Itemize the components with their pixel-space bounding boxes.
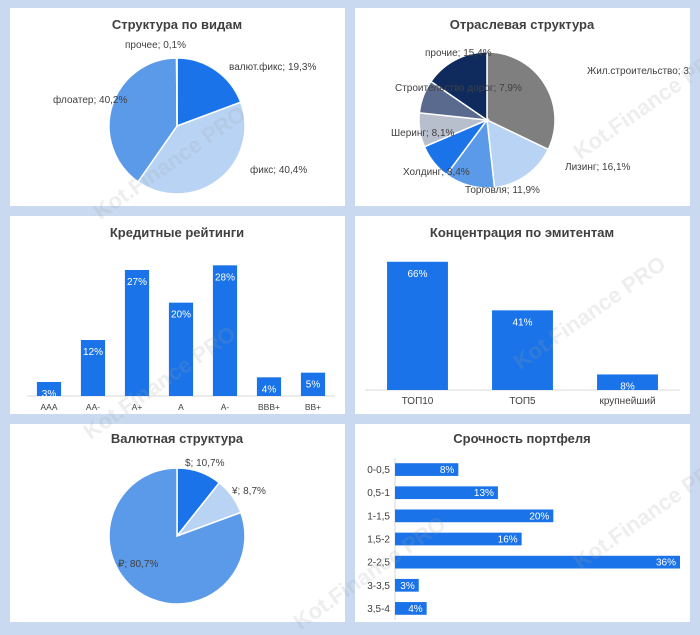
- bar-value-label: 36%: [656, 558, 676, 569]
- chart-credit-ratings: Кредитные рейтинги 3% AAA 12% AA- 27% A+ 20% A 2…: [10, 216, 345, 414]
- bar-value-label: 66%: [407, 269, 427, 280]
- chart-structure-by-type: Структура по видам валют.фикс; 19,3% фик…: [10, 8, 345, 206]
- bar-value-label: 4%: [408, 604, 423, 615]
- bar-value-label: 28%: [215, 272, 235, 283]
- slice-label-trade: Торговля; 11,9%: [465, 185, 540, 196]
- category-label: A: [178, 402, 184, 412]
- chart-title: Валютная структура: [111, 431, 244, 446]
- bar-value-label: 27%: [127, 277, 147, 288]
- bar-value-label: 5%: [306, 380, 321, 391]
- chart-title: Структура по видам: [112, 17, 242, 32]
- panel-sector-structure: Отраслевая структура Жил.строительство; …: [355, 8, 690, 206]
- chart-title: Срочность портфеля: [453, 431, 591, 446]
- category-label: AA-: [86, 402, 100, 412]
- chart-title: Кредитные рейтинги: [110, 225, 244, 240]
- bar-value-label: 3%: [42, 389, 57, 400]
- chart-portfolio-maturity: Срочность портфеля 8% 0-0,5 13% 0,5-1 20% 1-1…: [355, 424, 690, 622]
- bar-value-label: 4%: [262, 384, 277, 395]
- panel-structure-by-type: Структура по видам валют.фикс; 19,3% фик…: [10, 8, 345, 206]
- bar-value-label: 20%: [529, 511, 549, 522]
- category-label: ТОП5: [509, 396, 536, 407]
- category-label: 0-0,5: [367, 465, 390, 476]
- category-label: 1-1,5: [367, 511, 390, 522]
- bar-A-: [213, 265, 237, 396]
- panel-credit-ratings: Кредитные рейтинги 3% AAA 12% AA- 27% A+ 20% A 2…: [10, 216, 345, 414]
- chart-title: Отраслевая структура: [450, 17, 595, 32]
- bar-value-label: 8%: [440, 465, 455, 476]
- panel-portfolio-maturity: Срочность портфеля 8% 0-0,5 13% 0,5-1 20% 1-1…: [355, 424, 690, 622]
- slice-label-sharing: Шеринг; 8,1%: [391, 128, 455, 139]
- category-label: A+: [132, 402, 143, 412]
- panel-currency-structure: Валютная структура $; 10,7% ¥; 8,7% ₽; 8…: [10, 424, 345, 622]
- category-label: A-: [221, 402, 230, 412]
- category-label: 0,5-1: [367, 488, 390, 499]
- bar-value-label: 41%: [512, 317, 532, 328]
- bar-ТОП10: [387, 262, 448, 390]
- slice-label-housing: Жил.строительство; 32,1%: [587, 66, 690, 77]
- slice-label-fixed: фикс; 40,4%: [250, 164, 307, 176]
- category-label: BBB+: [258, 402, 280, 412]
- chart-issuer-concentration: Концентрация по эмитентам 66% ТОП10 41% ТОП…: [355, 216, 690, 414]
- category-label: 2-2,5: [367, 558, 390, 569]
- category-label: крупнейший: [599, 396, 655, 407]
- panel-issuer-concentration: Концентрация по эмитентам 66% ТОП10 41% ТОП…: [355, 216, 690, 414]
- bar-value-label: 20%: [171, 310, 191, 321]
- slice-label-leasing: Лизинг; 16,1%: [565, 162, 631, 173]
- category-label: 3,5-4: [367, 604, 390, 615]
- category-label: 1,5-2: [367, 535, 390, 546]
- bar-value-label: 13%: [474, 488, 494, 499]
- bar-value-label: 3%: [400, 581, 415, 592]
- bar-value-label: 12%: [83, 347, 103, 358]
- slice-label-cny: ¥; 8,7%: [231, 486, 266, 497]
- bar-A+: [125, 270, 149, 396]
- bar-value-label: 8%: [620, 381, 635, 392]
- chart-sector-structure: Отраслевая структура Жил.строительство; …: [355, 8, 690, 206]
- slice-label-roads: Строительство дорог; 7,9%: [395, 83, 522, 94]
- category-label: BB+: [305, 402, 321, 412]
- slice-label-usd: $; 10,7%: [185, 458, 225, 469]
- chart-currency-structure: Валютная структура $; 10,7% ¥; 8,7% ₽; 8…: [10, 424, 345, 622]
- category-label: ТОП10: [402, 396, 434, 407]
- bar-value-label: 16%: [498, 535, 518, 546]
- slice-label-other: прочее; 0,1%: [125, 40, 186, 51]
- slice-label-floater: флоатер; 40,2%: [53, 94, 127, 106]
- category-label: 3-3,5: [367, 581, 390, 592]
- category-label: AAA: [40, 402, 57, 412]
- bar-2-2,5: [395, 556, 680, 569]
- slice-label-rub: ₽; 80,7%: [118, 559, 158, 570]
- slice-label-fx-fixed: валют.фикс; 19,3%: [229, 61, 316, 73]
- slice-label-holding: Холдинг; 8,4%: [403, 167, 470, 178]
- chart-title: Концентрация по эмитентам: [430, 225, 614, 240]
- slice-label-other: прочие; 15,4%: [425, 48, 492, 59]
